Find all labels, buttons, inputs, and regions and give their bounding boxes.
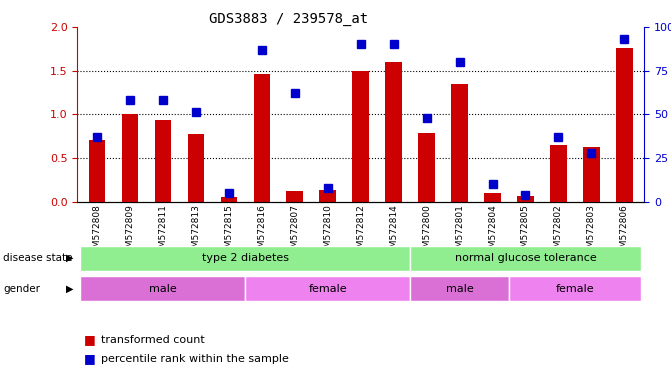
Bar bbox=[121, 114, 138, 202]
Bar bbox=[352, 71, 369, 202]
Text: percentile rank within the sample: percentile rank within the sample bbox=[101, 354, 289, 364]
Text: disease state: disease state bbox=[3, 253, 73, 263]
Text: gender: gender bbox=[3, 284, 40, 294]
Text: ■: ■ bbox=[84, 353, 96, 366]
Text: GDS3883 / 239578_at: GDS3883 / 239578_at bbox=[209, 12, 368, 25]
Text: female: female bbox=[309, 284, 347, 294]
Bar bbox=[418, 134, 435, 202]
Bar bbox=[616, 48, 633, 202]
Text: female: female bbox=[556, 284, 595, 294]
Bar bbox=[484, 193, 501, 202]
Bar bbox=[89, 141, 105, 202]
Bar bbox=[221, 197, 237, 202]
Bar bbox=[550, 145, 567, 202]
Text: ■: ■ bbox=[84, 333, 96, 346]
Text: normal glucose tolerance: normal glucose tolerance bbox=[455, 253, 597, 263]
Bar bbox=[452, 84, 468, 202]
Bar bbox=[319, 190, 336, 202]
Text: transformed count: transformed count bbox=[101, 335, 205, 345]
Text: ▶: ▶ bbox=[66, 284, 73, 294]
Text: male: male bbox=[149, 284, 176, 294]
Bar bbox=[188, 134, 204, 202]
Bar bbox=[517, 196, 533, 202]
Text: type 2 diabetes: type 2 diabetes bbox=[202, 253, 289, 263]
Bar bbox=[287, 191, 303, 202]
Text: ▶: ▶ bbox=[66, 253, 73, 263]
Text: male: male bbox=[446, 284, 474, 294]
Bar bbox=[385, 62, 402, 202]
Bar bbox=[154, 120, 171, 202]
Bar bbox=[254, 74, 270, 202]
Bar bbox=[583, 147, 600, 202]
